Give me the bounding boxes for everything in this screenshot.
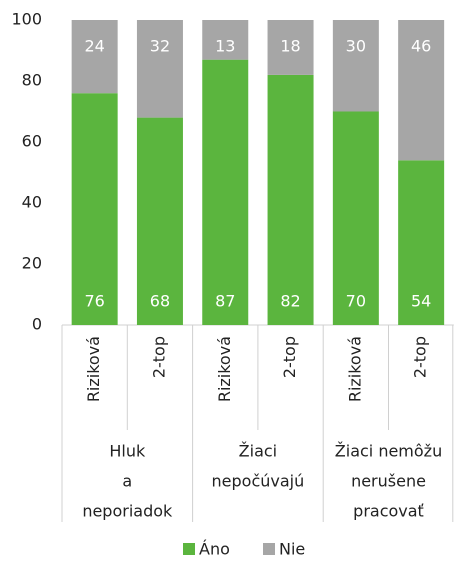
y-tick-label: 60	[22, 132, 42, 151]
data-label: 46	[411, 37, 431, 56]
y-tick-label: 80	[22, 71, 42, 90]
legend-label: Áno	[199, 540, 230, 559]
bar-segment	[267, 20, 314, 75]
group-label: pracovať	[353, 502, 424, 521]
x-tick-label: 2-top	[411, 336, 430, 378]
group-label: a	[122, 472, 132, 491]
legend-swatch	[183, 543, 195, 555]
x-tick-label: 2-top	[280, 336, 299, 378]
data-label: 54	[411, 292, 431, 311]
bar-segment	[202, 59, 249, 326]
bar-segment	[136, 20, 183, 118]
bar-segment	[267, 74, 314, 326]
y-tick-label: 20	[22, 254, 42, 273]
y-tick-label: 0	[32, 315, 42, 334]
x-tick-label: Riziková	[215, 336, 234, 402]
bar-segment	[71, 20, 118, 94]
bar-segment	[332, 20, 379, 112]
group-label: nerušene	[351, 472, 426, 491]
group-label: Žiaci	[239, 442, 277, 461]
bar-segment	[71, 93, 118, 325]
data-label: 24	[84, 37, 104, 56]
x-tick-label: Riziková	[84, 336, 103, 402]
bar-segment	[332, 111, 379, 325]
x-tick-label: Riziková	[345, 336, 364, 402]
bar-segment	[398, 20, 445, 161]
group-label: neporiadok	[82, 502, 173, 521]
data-label: 68	[150, 292, 170, 311]
group-label: Hluk	[109, 442, 146, 461]
legend-swatch	[263, 543, 275, 555]
data-label: 70	[346, 292, 366, 311]
y-tick-label: 100	[11, 10, 42, 29]
x-tick-label: 2-top	[149, 336, 168, 378]
data-label: 87	[215, 292, 235, 311]
y-tick-label: 40	[22, 193, 42, 212]
bar-segment	[398, 160, 445, 325]
data-label: 30	[346, 37, 366, 56]
bar-segment	[202, 20, 249, 60]
data-label: 13	[215, 37, 235, 56]
data-label: 82	[280, 292, 300, 311]
bar-segment	[136, 117, 183, 325]
data-label: 32	[150, 37, 170, 56]
group-label: nepočúvajú	[212, 472, 305, 491]
group-label: Žiaci nemôžu	[335, 442, 442, 461]
legend-label: Nie	[279, 540, 305, 559]
data-label: 76	[84, 292, 104, 311]
data-label: 18	[280, 37, 300, 56]
